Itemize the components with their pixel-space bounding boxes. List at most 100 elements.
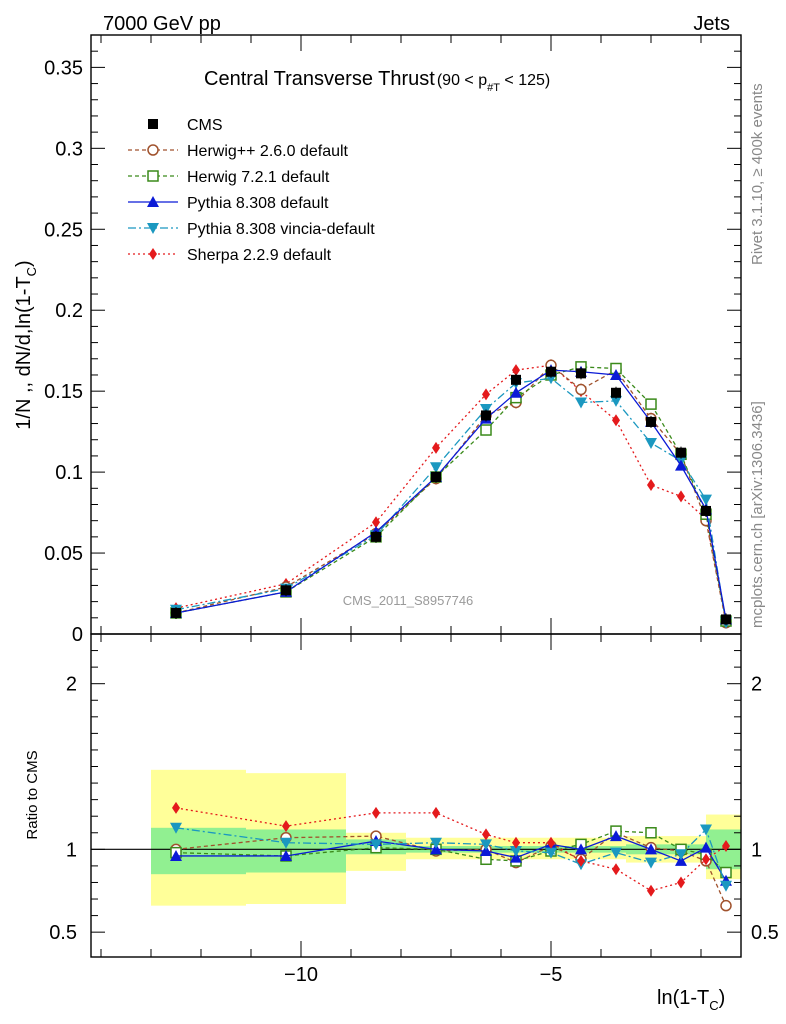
- data-point: [512, 364, 520, 377]
- ratio-point: [645, 857, 657, 869]
- data-point: [481, 410, 491, 421]
- data-point: [576, 368, 586, 379]
- ratio-point: [282, 820, 290, 833]
- ratio-point: [647, 884, 655, 897]
- data-point: [575, 383, 587, 396]
- legend-label: Herwig++ 2.6.0 default: [187, 143, 349, 160]
- ratio-y-tick-label-right: 0.5: [751, 922, 779, 944]
- ratio-point: [430, 843, 442, 855]
- ratio-point: [612, 863, 620, 876]
- ratio-point: [430, 837, 442, 849]
- data-point: [575, 397, 587, 409]
- data-point: [371, 531, 381, 542]
- ratio-point: [700, 824, 712, 836]
- data-point: [546, 366, 556, 377]
- ratio-point: [702, 853, 710, 866]
- y-tick-label: 0.35: [44, 57, 83, 79]
- ratio-point: [482, 828, 490, 841]
- ratio-point: [170, 849, 182, 861]
- y-tick-label: 0.25: [44, 219, 83, 241]
- data-point: [647, 479, 655, 492]
- ratio-point: [547, 836, 555, 849]
- legend-marker: [147, 196, 159, 207]
- ratio-y-tick-label: 2: [66, 674, 77, 696]
- data-point: [511, 374, 521, 385]
- y-tick-label: 0.15: [44, 381, 83, 403]
- data-point: [610, 368, 622, 380]
- ratio-y-tick-label: 1: [66, 839, 77, 861]
- ratio-point: [280, 849, 292, 861]
- series-line: [175, 364, 727, 620]
- ratio-point: [170, 822, 182, 834]
- series-line: [175, 366, 727, 622]
- legend: CMS Herwig++ 2.6.0 default Herwig 7.2.1 de…: [128, 117, 375, 264]
- data-point: [431, 471, 441, 482]
- ratio-point: [610, 830, 622, 842]
- y-tick-label: 0.1: [55, 462, 83, 484]
- ratio-point: [545, 847, 557, 859]
- ratio-series-layer: [170, 801, 732, 912]
- analysis-watermark: CMS_2011_S8957746: [343, 593, 474, 608]
- ratio-point: [645, 843, 657, 855]
- legend-marker: [147, 144, 159, 156]
- data-point: [510, 386, 522, 398]
- ratio-point: [510, 851, 522, 863]
- legend-label: Sherpa 2.2.9 default: [187, 247, 332, 264]
- rivet-version-label: Rivet 3.1.10, ≥ 400k events: [749, 83, 766, 265]
- legend-label: Pythia 8.308 default: [187, 195, 329, 212]
- series-line: [175, 377, 727, 623]
- header-left: 7000 GeV pp: [103, 13, 221, 35]
- stat-uncertainty-band: [151, 827, 246, 875]
- x-axis-label: ln(1-TC): [657, 987, 725, 1013]
- header-right: Jets: [693, 13, 730, 35]
- ratio-point: [645, 827, 657, 839]
- legend-marker: [147, 170, 159, 182]
- ratio-uncertainty-bands: [91, 769, 741, 906]
- data-point: [676, 447, 686, 458]
- x-tick-label: −5: [540, 964, 563, 986]
- data-point: [675, 459, 687, 471]
- data-point: [645, 437, 657, 449]
- stat-uncertainty-band: [246, 829, 346, 873]
- ratio-point: [577, 854, 585, 867]
- y-axis-label: 1/N ,, dN/d,ln(1-TC): [13, 260, 39, 429]
- ratio-point: [370, 839, 382, 851]
- ratio-frame: [90, 633, 742, 958]
- mcplots-label: mcplots.cern.ch [arXiv:1306.3436]: [749, 401, 766, 628]
- y-tick-label: 0.3: [55, 138, 83, 160]
- data-point: [700, 494, 712, 506]
- ratio-point: [720, 880, 732, 892]
- ratio-point: [675, 849, 687, 861]
- ratio-point: [720, 899, 732, 912]
- y-tick-label: 0.2: [55, 300, 83, 322]
- data-point: [612, 414, 620, 427]
- ratio-y-axis-label: Ratio to CMS: [24, 750, 41, 839]
- legend-label: Pythia 8.308 vincia-default: [187, 221, 375, 238]
- ratio-point: [480, 839, 492, 851]
- ratio-point: [280, 837, 292, 849]
- ratio-point: [575, 843, 587, 855]
- ratio-point: [675, 854, 687, 866]
- legend-label: CMS: [187, 117, 223, 134]
- x-tick-label: −10: [284, 964, 318, 986]
- main-series-layer: [170, 359, 732, 629]
- data-point: [677, 490, 685, 503]
- ratio-point: [677, 876, 685, 889]
- ratio-point: [512, 836, 520, 849]
- data-point: [171, 607, 181, 618]
- ratio-y-tick-label: 0.5: [49, 922, 77, 944]
- y-tick-label: 0: [72, 624, 83, 646]
- ratio-y-tick-label-right: 1: [751, 839, 762, 861]
- ratio-point: [372, 806, 380, 819]
- legend-marker: [149, 248, 157, 260]
- data-point: [610, 395, 622, 407]
- ratio-point: [432, 806, 440, 819]
- data-point: [701, 505, 711, 516]
- data-point: [430, 462, 442, 474]
- chart-title: Central Transverse Thrust (90 < p#T < 125…: [204, 68, 550, 94]
- data-point: [480, 424, 492, 436]
- data-point: [611, 387, 621, 398]
- data-point: [646, 416, 656, 427]
- ratio-point: [700, 841, 712, 853]
- y-tick-label: 0.05: [44, 543, 83, 565]
